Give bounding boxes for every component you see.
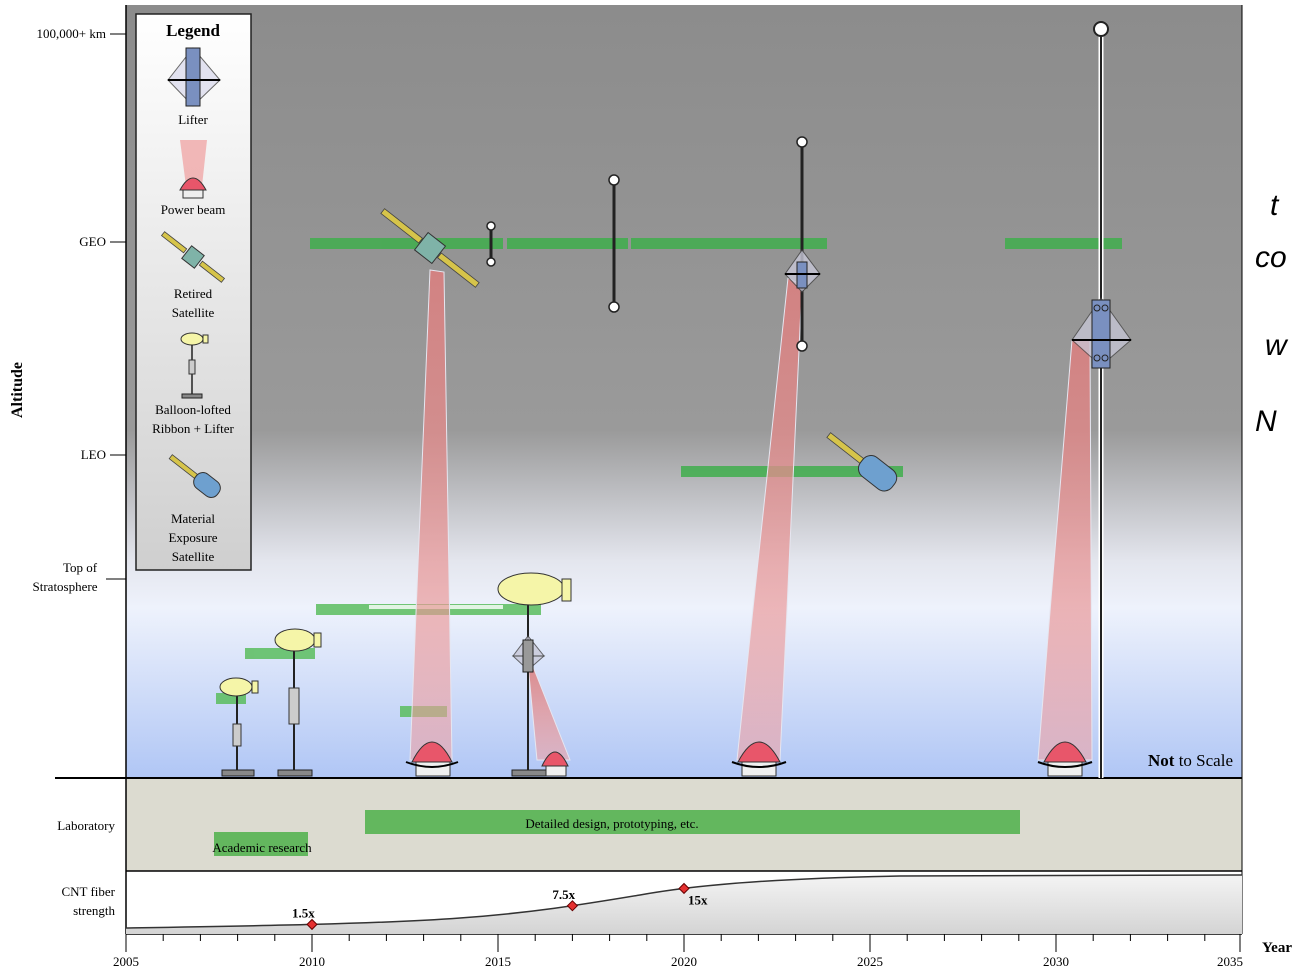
retired-satellite-icon — [160, 231, 226, 283]
exposure-satellite-icon — [168, 454, 221, 498]
strength-label-2010: 1.5x — [292, 905, 315, 920]
legend-label-retired-2: Satellite — [172, 305, 215, 320]
y-tick-100000km: 100,000+ km — [37, 26, 106, 41]
legend: Legend Lifter Power beam Retired Satelli… — [135, 13, 252, 571]
lifter-2031 — [1070, 297, 1133, 369]
legend-label-exposure-1: Material — [171, 511, 215, 526]
balloon-lifter-2010 — [274, 628, 322, 777]
side-note-line-2: co — [1255, 241, 1287, 274]
geo-bar-4 — [1005, 238, 1122, 249]
y-axis: 100,000+ km GEO LEO Top of Stratosphere — [33, 26, 126, 594]
legend-title: Legend — [166, 21, 220, 40]
x-axis-label: Year — [1262, 940, 1292, 956]
side-note-line-4: N — [1255, 405, 1277, 438]
retired-satellite-2013 — [380, 208, 480, 288]
x-tick-2035: 2035 — [1217, 954, 1243, 969]
side-note-line-1: t — [1270, 189, 1279, 222]
x-tick-2025: 2025 — [857, 954, 883, 969]
not-to-scale-note: Not to Scale — [1148, 751, 1233, 770]
strength-point-2020 — [678, 882, 690, 895]
strength-label-2017: 7.5x — [552, 887, 575, 902]
beam-emitter-2016 — [541, 751, 569, 777]
tethers — [486, 21, 1109, 778]
y-tick-leo: LEO — [81, 447, 106, 462]
cnt-strength-area — [126, 875, 1242, 934]
side-note-line-3: w — [1265, 329, 1287, 362]
bar-detailed-design-label: Detailed design, prototyping, etc. — [525, 816, 698, 831]
bar-detailed-design — [365, 810, 1020, 834]
legend-label-exposure-2: Exposure — [168, 530, 217, 545]
beam-emitter-2030 — [1037, 741, 1093, 777]
cropped-side-note: t co w N — [1255, 180, 1307, 448]
balloon-lifter-2016 — [497, 572, 572, 777]
geo-bar-1 — [310, 238, 503, 249]
x-tick-2015: 2015 — [485, 954, 511, 969]
strength-label-2020: 15x — [688, 892, 708, 907]
x-tick-2020: 2020 — [671, 954, 697, 969]
strength-point-2017 — [566, 900, 579, 912]
bar-academic-research — [214, 832, 308, 856]
strength-point-2010 — [306, 918, 318, 931]
x-tick-2030: 2030 — [1043, 954, 1069, 969]
lifter-geo-2023 — [783, 249, 822, 293]
lifter-icon — [166, 47, 222, 107]
exposure-satellite-leo — [826, 432, 898, 492]
geo-bar-3 — [631, 238, 827, 249]
legend-label-power-beam: Power beam — [161, 202, 226, 217]
x-axis: 2005 2010 2015 2020 2025 2030 2035 Year — [113, 933, 1292, 969]
beam-emitter-2022 — [731, 741, 787, 777]
x-tick-2010: 2010 — [299, 954, 325, 969]
legend-label-balloon-2: Ribbon + Lifter — [152, 421, 234, 436]
x-tick-2005: 2005 — [113, 954, 139, 969]
legend-label-balloon-1: Balloon-lofted — [155, 402, 231, 417]
bar-academic-research-label: Academic research — [212, 840, 312, 855]
y-tick-top-of: Top of — [63, 560, 98, 575]
y-tick-geo: GEO — [79, 234, 106, 249]
y-axis-label: Altitude — [9, 362, 26, 418]
legend-label-lifter: Lifter — [178, 112, 208, 127]
row-label-cnt-1: CNT fiber — [61, 884, 115, 899]
legend-label-retired-1: Retired — [174, 286, 213, 301]
row-label-cnt-2: strength — [73, 903, 115, 918]
y-tick-stratosphere: Stratosphere — [33, 579, 98, 594]
legend-label-exposure-3: Satellite — [172, 549, 215, 564]
geo-bar-2 — [507, 238, 628, 249]
cnt-strength-curve — [125, 874, 1243, 929]
row-label-laboratory: Laboratory — [57, 818, 115, 833]
balloon-lifter-2008 — [219, 677, 259, 777]
balloon-lifter-icon — [180, 332, 209, 399]
power-beam-icon — [179, 140, 207, 199]
beam-emitter-2013 — [405, 741, 459, 777]
